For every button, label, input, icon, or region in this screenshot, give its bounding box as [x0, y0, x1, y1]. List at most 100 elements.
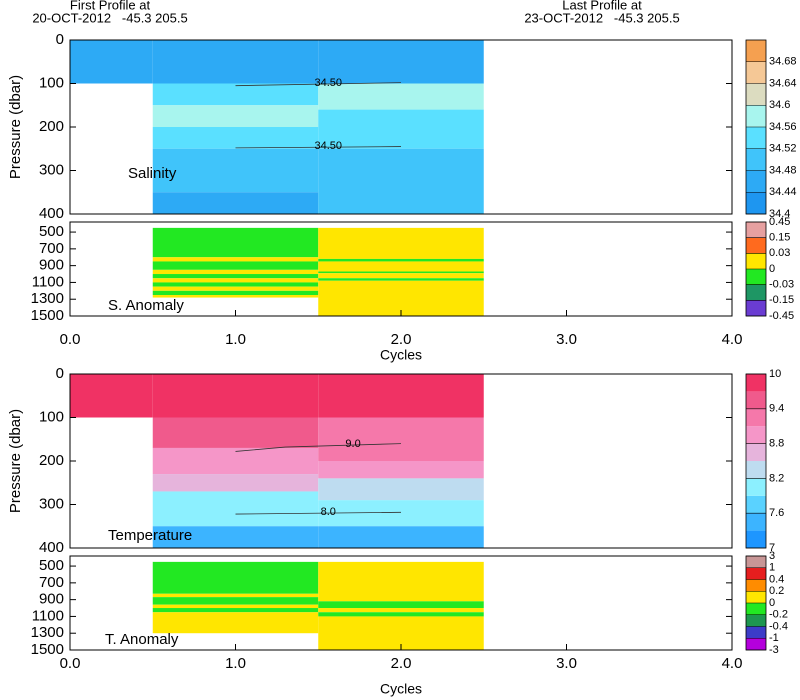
colorbar-tick-label: 0.15 — [769, 232, 790, 244]
y-tick-label: 0 — [56, 31, 64, 48]
cell — [318, 40, 484, 84]
cell — [152, 286, 319, 291]
colorbar-tick-label: -3 — [769, 644, 779, 656]
y-tick-label: 0 — [56, 365, 64, 382]
panel-label: S. Anomaly — [108, 297, 184, 314]
cell — [152, 127, 319, 149]
cell — [318, 273, 484, 279]
colorbar-band — [746, 626, 766, 639]
cell — [318, 526, 484, 548]
colorbar-tick-label: -0.15 — [769, 294, 794, 306]
colorbar-band — [746, 237, 766, 254]
colorbar-band — [746, 513, 766, 531]
cell — [318, 608, 484, 613]
x-tick-label: 0.0 — [60, 655, 81, 672]
x-tick-label: 3.0 — [556, 331, 577, 348]
cell — [318, 478, 484, 501]
contour-label: 34.50 — [314, 140, 342, 152]
colorbar-tick-label: 8.2 — [769, 472, 784, 484]
colorbar-tick-label: -1 — [769, 632, 779, 644]
cell — [152, 526, 319, 548]
cell — [152, 593, 319, 598]
cell — [318, 261, 484, 272]
contour-line — [235, 82, 402, 87]
colorbar-tick-label: 34.68 — [769, 56, 797, 68]
y-tick-label: 1300 — [31, 624, 64, 641]
colorbar-band — [746, 614, 766, 627]
cell — [152, 105, 319, 127]
cell — [318, 83, 484, 110]
x-axis-label: Cycles — [380, 347, 422, 363]
cell — [318, 227, 484, 259]
cell — [318, 109, 484, 149]
colorbar-tick-label: 0.03 — [769, 247, 790, 259]
cell — [70, 40, 153, 84]
cell — [152, 278, 319, 283]
colorbar-tick-label: 34.44 — [769, 186, 797, 198]
cell — [318, 612, 484, 617]
cell — [318, 601, 484, 609]
y-tick-label: 300 — [39, 161, 64, 178]
colorbar-tick-label: 3 — [769, 550, 775, 562]
colorbar-band — [746, 105, 766, 127]
colorbar-tick-label: 0 — [769, 263, 775, 275]
cell — [152, 374, 319, 418]
colorbar-band — [746, 478, 766, 496]
colorbar-tick-label: 34.6 — [769, 99, 790, 111]
colorbar-tick-label: 1 — [769, 562, 775, 574]
colorbar-band — [746, 495, 766, 514]
colorbar-band — [746, 170, 766, 193]
y-tick-label: 100 — [39, 408, 64, 425]
colorbar-band — [746, 556, 766, 568]
colorbar-band — [746, 567, 766, 580]
x-tick-label: 0.0 — [60, 331, 81, 348]
x-tick-label: 1.0 — [225, 331, 246, 348]
colorbar-tick-label: -0.4 — [769, 620, 788, 632]
colorbar-band — [746, 127, 766, 149]
cell — [152, 447, 319, 475]
first-profile-info: 20-OCT-2012 -45.3 205.5 — [32, 10, 187, 25]
colorbar-tick-label: 7.6 — [769, 507, 784, 519]
y-tick-label: 200 — [39, 452, 64, 469]
y-tick-label: 900 — [39, 257, 64, 274]
cell — [152, 274, 319, 279]
y-tick-label: 500 — [39, 223, 64, 240]
cell — [152, 612, 319, 634]
colorbar-band — [746, 638, 766, 650]
colorbar-tick-label: 10 — [769, 368, 781, 380]
x-tick-label: 1.0 — [225, 655, 246, 672]
panel-label: Temperature — [108, 527, 192, 544]
cell — [152, 40, 319, 84]
x-tick-label: 4.0 — [722, 655, 743, 672]
colorbar-tick-label: 34.48 — [769, 164, 797, 176]
contour-line — [235, 443, 402, 452]
cell — [70, 374, 153, 418]
y-axis-label: Pressure (dbar) — [7, 409, 24, 513]
cell — [152, 290, 319, 296]
colorbar-band — [746, 222, 766, 238]
cell — [152, 491, 319, 527]
cell — [318, 278, 484, 281]
colorbar-tick-label: 0.4 — [769, 573, 784, 585]
colorbar-band — [746, 40, 766, 62]
colorbar-tick-label: 34.4 — [769, 208, 790, 220]
cell — [152, 282, 319, 287]
y-tick-label: 400 — [39, 205, 64, 222]
colorbar-band — [746, 443, 766, 461]
y-tick-label: 1100 — [32, 607, 64, 624]
y-tick-label: 500 — [39, 557, 64, 574]
y-tick-label: 1500 — [31, 641, 64, 658]
contour-label: 8.0 — [321, 506, 336, 518]
colorbar-band — [746, 192, 766, 214]
colorbar-band — [746, 461, 766, 479]
x-tick-label: 3.0 — [556, 655, 577, 672]
colorbar-tick-label: 9.4 — [769, 403, 784, 415]
colorbar-band — [746, 530, 766, 548]
last-profile-info: 23-OCT-2012 -45.3 205.5 — [524, 10, 679, 25]
y-tick-label: 100 — [39, 74, 64, 91]
cell — [152, 474, 319, 492]
cell — [152, 83, 319, 106]
colorbar-band — [746, 579, 766, 592]
cell — [152, 561, 319, 594]
